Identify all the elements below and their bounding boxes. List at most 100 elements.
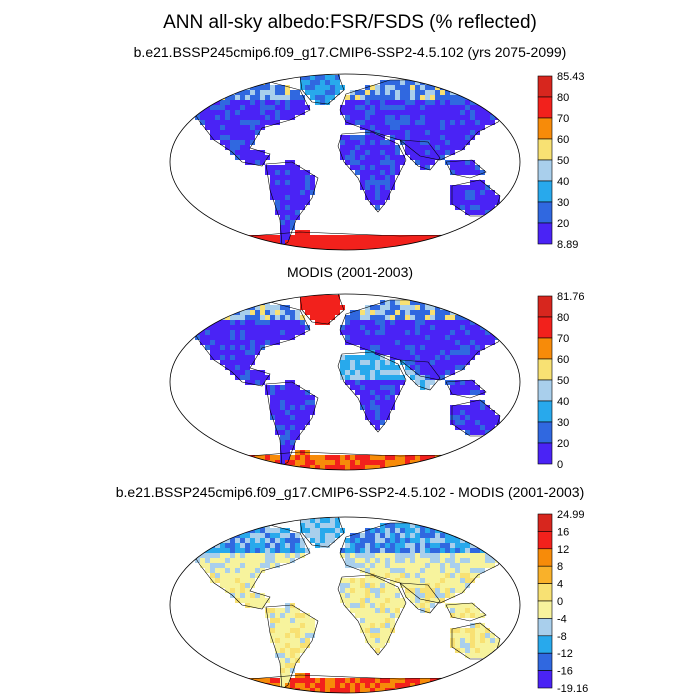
land-cell: [295, 175, 300, 180]
land-cell: [400, 553, 405, 558]
land-cell: [425, 608, 430, 613]
land-cell: [215, 548, 220, 553]
land-cell: [265, 325, 270, 330]
land-cell: [250, 683, 255, 688]
land-cell: [440, 693, 445, 698]
land-cell: [395, 385, 400, 390]
land-cell: [485, 643, 490, 648]
land-cell: [225, 583, 230, 588]
land-cell: [320, 533, 325, 538]
land-cell: [470, 100, 475, 105]
land-cell: [285, 325, 290, 330]
land-cell: [290, 608, 295, 613]
land-cell: [445, 145, 450, 150]
land-cell: [310, 185, 315, 190]
land-cell: [205, 250, 210, 255]
land-cell: [325, 100, 330, 105]
land-cell: [450, 475, 455, 480]
land-cell: [190, 533, 195, 538]
land-cell: [215, 120, 220, 125]
land-cell: [260, 125, 265, 130]
land-cell: [220, 255, 225, 260]
land-cell: [375, 320, 380, 325]
land-cell: [510, 475, 515, 480]
land-cell: [235, 315, 240, 320]
land-cell: [385, 235, 390, 240]
land-cell: [460, 548, 465, 553]
colorbar-swatch: [537, 316, 553, 339]
land-cell: [320, 538, 325, 543]
land-cell: [375, 130, 380, 135]
land-cell: [440, 150, 445, 155]
land-cell: [375, 340, 380, 345]
land-cell: [255, 380, 260, 385]
land-cell: [205, 320, 210, 325]
land-cell: [300, 330, 305, 335]
land-cell: [285, 180, 290, 185]
colorbar-label: 20: [557, 218, 569, 230]
land-cell: [295, 250, 300, 255]
land-cell: [260, 598, 265, 603]
land-cell: [265, 255, 270, 260]
land-cell: [365, 235, 370, 240]
land-cell: [365, 160, 370, 165]
land-cell: [295, 240, 300, 245]
land-cell: [280, 653, 285, 658]
land-cell: [390, 370, 395, 375]
land-cell: [305, 633, 310, 638]
land-cell: [390, 180, 395, 185]
land-cell: [245, 350, 250, 355]
land-cell: [425, 120, 430, 125]
land-cell: [400, 330, 405, 335]
land-cell: [345, 678, 350, 683]
land-cell: [285, 315, 290, 320]
land-cell: [460, 170, 465, 175]
land-cell: [445, 235, 450, 240]
land-cell: [235, 563, 240, 568]
land-cell: [250, 325, 255, 330]
land-cell: [345, 455, 350, 460]
land-cell: [330, 250, 335, 255]
land-cell: [470, 578, 475, 583]
land-cell: [370, 370, 375, 375]
land-cell: [260, 320, 265, 325]
land-cell: [385, 523, 390, 528]
land-cell: [345, 330, 350, 335]
land-cell: [275, 460, 280, 465]
land-cell: [230, 573, 235, 578]
land-cell: [300, 105, 305, 110]
land-cell: [360, 548, 365, 553]
land-cell: [445, 130, 450, 135]
land-cell: [295, 613, 300, 618]
land-cell: [295, 465, 300, 470]
land-cell: [355, 240, 360, 245]
land-cell: [495, 255, 500, 260]
land-cell: [240, 335, 245, 340]
land-cell: [435, 583, 440, 588]
land-cell: [455, 563, 460, 568]
land-cell: [325, 295, 330, 300]
land-cell: [375, 548, 380, 553]
land-cell: [340, 360, 345, 365]
land-cell: [430, 245, 435, 250]
land-cell: [480, 255, 485, 260]
land-cell: [470, 470, 475, 475]
land-cell: [475, 85, 480, 90]
land-cell: [410, 90, 415, 95]
land-cell: [400, 255, 405, 260]
land-cell: [310, 90, 315, 95]
land-cell: [330, 75, 335, 80]
land-cell: [400, 310, 405, 315]
land-cell: [480, 420, 485, 425]
land-cell: [440, 465, 445, 470]
land-cell: [455, 355, 460, 360]
land-cell: [285, 528, 290, 533]
land-cell: [470, 95, 475, 100]
land-cell: [215, 300, 220, 305]
land-cell: [310, 633, 315, 638]
land-cell: [225, 548, 230, 553]
land-cell: [475, 310, 480, 315]
land-cell: [290, 553, 295, 558]
land-cell: [390, 320, 395, 325]
land-cell: [450, 538, 455, 543]
